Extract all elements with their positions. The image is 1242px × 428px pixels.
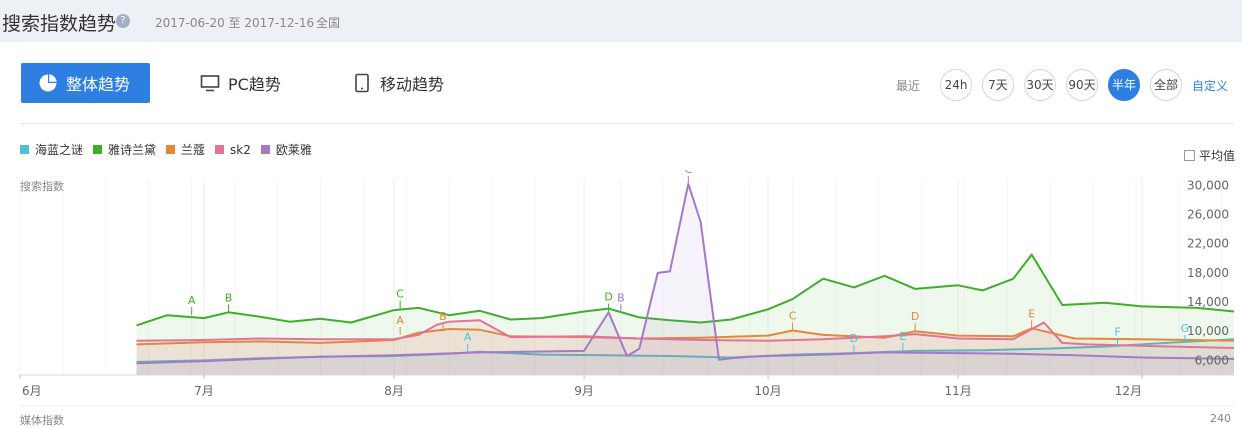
y-tick-label: 10,000	[1187, 324, 1229, 338]
annotation-label: C	[789, 309, 797, 322]
tab-overall-trend[interactable]: 整体趋势	[21, 63, 150, 103]
legend-swatch	[20, 145, 29, 154]
annotation-label: C	[396, 288, 404, 301]
tablet-icon	[355, 73, 369, 93]
annotation-label: F	[1114, 326, 1120, 339]
x-tick-label: 9月	[574, 384, 594, 398]
legend-item[interactable]: 兰蔻	[166, 141, 205, 158]
series-area	[136, 320, 1234, 375]
annotation-label: A	[188, 294, 196, 307]
average-label: 平均值	[1199, 149, 1236, 163]
legend-item[interactable]: 海蓝之谜	[20, 141, 83, 158]
tab-label: PC趋势	[228, 75, 281, 94]
annotation-label: A	[396, 314, 404, 327]
monitor-icon	[200, 75, 220, 92]
annotation-label: G	[1181, 322, 1190, 335]
region-label: 全国	[316, 16, 341, 30]
x-tick-label: 6月	[22, 384, 42, 398]
annotation-label: C	[684, 170, 692, 176]
y-tick-label: 30,000	[1187, 178, 1229, 192]
legend-swatch	[93, 145, 103, 154]
legend-label: 雅诗兰黛	[108, 143, 157, 157]
average-checkbox[interactable]	[1184, 150, 1195, 161]
range-all-button[interactable]: 全部	[1150, 69, 1182, 101]
range-24h-button[interactable]: 24h	[940, 69, 972, 101]
annotation-label: B	[617, 291, 625, 304]
annotation-label: D	[604, 291, 612, 304]
date-range: 2017-06-20 至 2017-12-16	[155, 16, 315, 30]
tab-label: 移动趋势	[380, 75, 445, 94]
legend-swatch	[166, 145, 176, 154]
series-line	[136, 253, 1235, 327]
annotation-label: E	[1028, 307, 1035, 320]
average-toggle[interactable]: 平均值	[1184, 147, 1235, 164]
annotation-label: B	[439, 310, 447, 323]
tab-label: 整体趋势	[66, 75, 131, 94]
pie-chart-icon	[39, 74, 57, 92]
tab-mobile-trend[interactable]: 移动趋势	[352, 63, 444, 103]
legend-label: 兰蔻	[181, 143, 206, 157]
x-tick-label: 10月	[754, 384, 781, 398]
series-area	[136, 254, 1234, 375]
y-tick-label: 22,000	[1187, 237, 1229, 251]
page-header: 搜索指数趋势 ? 2017-06-20 至 2017-12-16 全国	[0, 0, 1242, 42]
x-tick-label: 8月	[384, 384, 404, 398]
legend-label: 海蓝之谜	[35, 143, 84, 157]
x-tick-label: 12月	[1115, 384, 1142, 398]
page-title: 搜索指数趋势	[2, 13, 117, 35]
custom-range-link[interactable]: 自定义	[1192, 79, 1229, 93]
annotation-label: B	[225, 291, 233, 304]
range-30d-button[interactable]: 30天	[1024, 69, 1056, 101]
legend-item[interactable]: 雅诗兰黛	[93, 141, 156, 158]
annotation-label: E	[899, 330, 906, 343]
tab-pc-trend[interactable]: PC趋势	[200, 63, 281, 103]
range-label: 最近	[896, 79, 921, 93]
y-tick-label: 18,000	[1187, 266, 1229, 280]
divider	[20, 123, 1234, 124]
annotation-label: A	[464, 331, 472, 344]
question-icon[interactable]: ?	[116, 14, 130, 28]
chart-legend: 海蓝之谜 雅诗兰黛 兰蔻 sk2 欧莱雅	[20, 141, 322, 158]
legend-item[interactable]: 欧莱雅	[260, 141, 312, 158]
series-line	[136, 327, 1235, 346]
legend-swatch	[215, 145, 225, 154]
media-index-label: 媒体指数	[20, 414, 64, 427]
trend-chart: ABCDBCABACDDEEFG6,00010,00014,00018,0002…	[19, 170, 1235, 407]
legend-item[interactable]: sk2	[215, 141, 251, 158]
x-tick-label: 11月	[944, 384, 971, 398]
range-90d-button[interactable]: 90天	[1066, 69, 1098, 101]
range-half-year-button[interactable]: 半年	[1108, 69, 1140, 101]
y-tick-label: 26,000	[1187, 207, 1229, 221]
media-index-max: 240	[1210, 412, 1231, 425]
series-area	[136, 183, 1234, 375]
y-tick-label: 6,000	[1195, 353, 1229, 367]
x-tick-label: 7月	[194, 384, 214, 398]
y-axis-label: 搜索指数	[20, 180, 64, 193]
series-line	[136, 319, 1235, 349]
range-7d-button[interactable]: 7天	[982, 69, 1014, 101]
annotation-label: D	[850, 332, 858, 345]
legend-swatch	[260, 145, 270, 154]
legend-label: sk2	[230, 142, 251, 157]
legend-label: 欧莱雅	[275, 143, 312, 157]
y-tick-label: 14,000	[1187, 295, 1229, 309]
annotation-label: D	[911, 310, 919, 323]
series-area	[136, 328, 1234, 375]
